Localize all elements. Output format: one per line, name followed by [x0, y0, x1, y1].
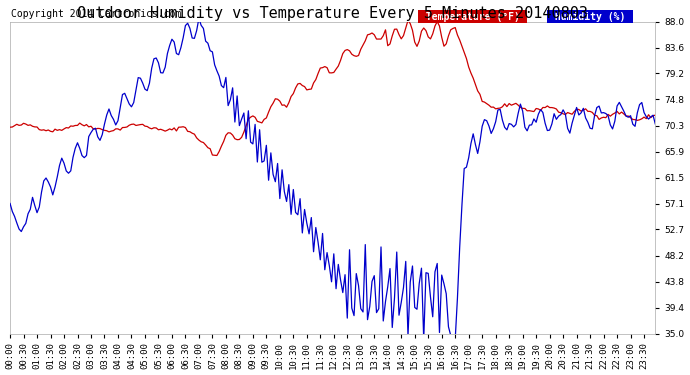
Title: Outdoor Humidity vs Temperature Every 5 Minutes 20140803: Outdoor Humidity vs Temperature Every 5 … — [77, 6, 588, 21]
Text: Temperature (°F): Temperature (°F) — [420, 12, 526, 22]
Text: Copyright 2014 Cartronics.com: Copyright 2014 Cartronics.com — [11, 9, 181, 19]
Text: Humidity (%): Humidity (%) — [549, 12, 631, 22]
